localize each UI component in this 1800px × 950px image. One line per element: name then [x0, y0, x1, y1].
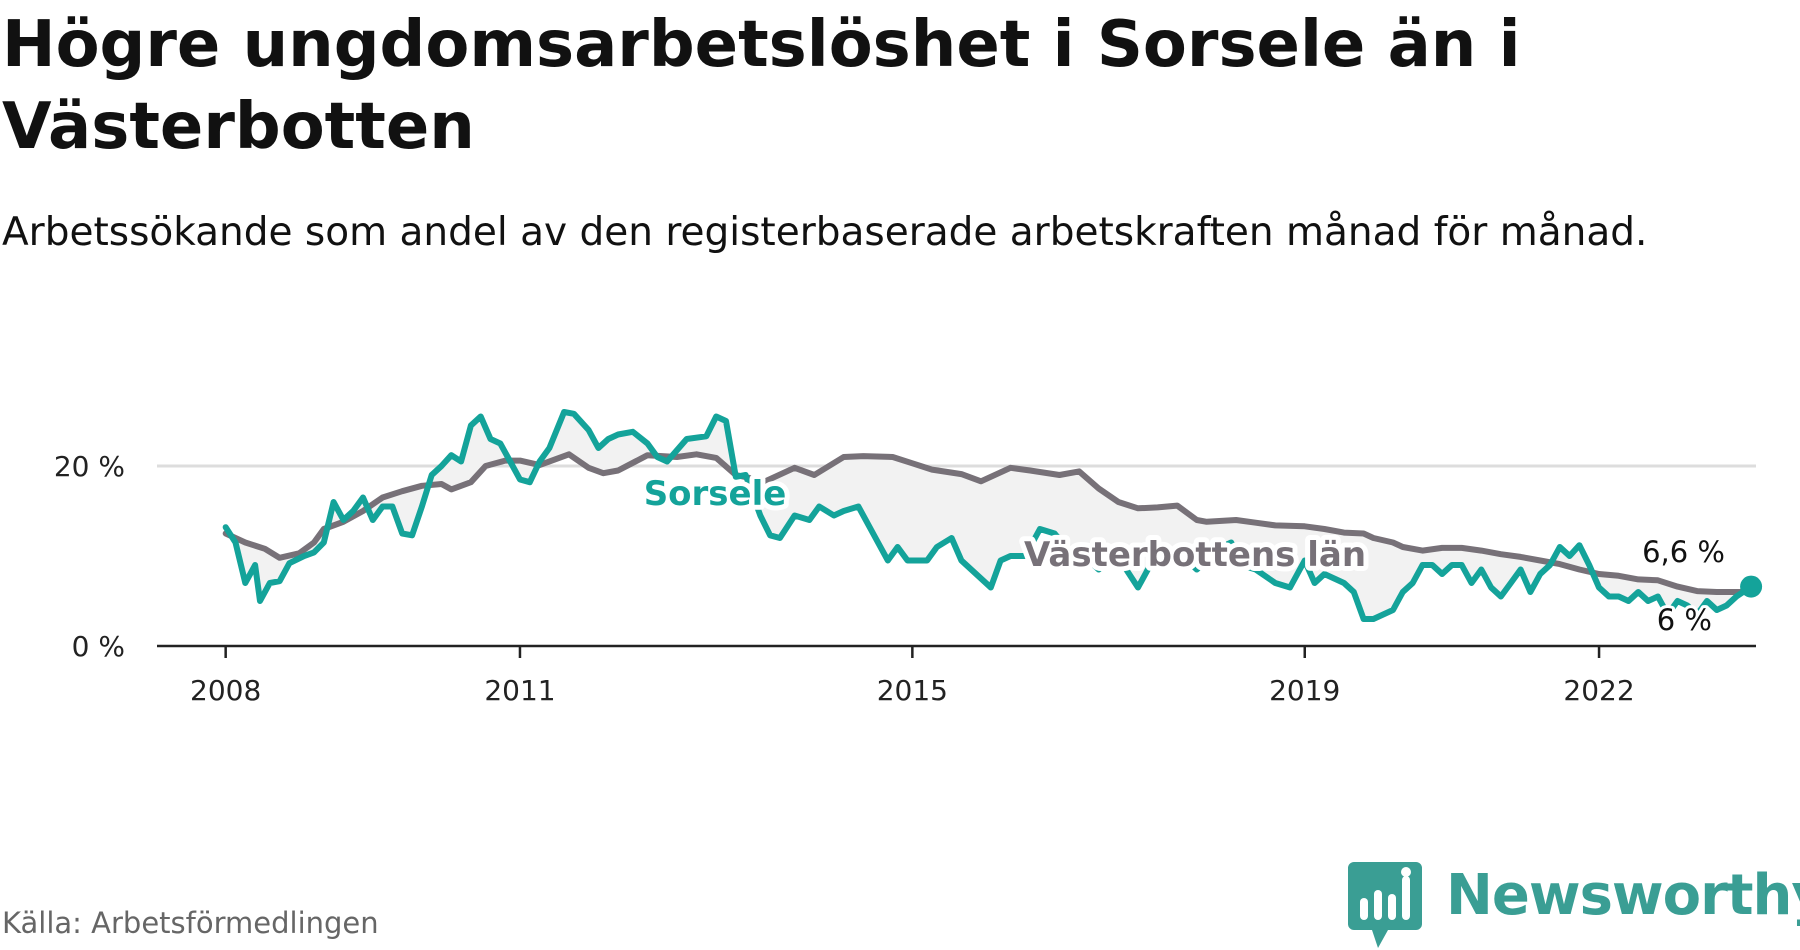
- line-chart: 0 % 20 % 2008 2011 2015 2019 2022 Sorsele Väst…: [54, 409, 1763, 707]
- x-axis-ticks: 2008 2011 2015 2019 2022: [190, 646, 1635, 707]
- series-end-marker: [1740, 575, 1763, 598]
- y-axis-labels: 0 % 20 %: [54, 450, 125, 663]
- chart-subtitle: Arbetssökande som andel av den registerb…: [2, 210, 1648, 255]
- source-note: Källa: Arbetsförmedlingen: [2, 906, 379, 940]
- end-value-vasterbotten: 6 %: [1657, 603, 1712, 637]
- series-lines: [222, 409, 1763, 622]
- series-label-sorsele: Sorsele: [644, 474, 787, 514]
- x-tick-label: 2008: [190, 674, 261, 707]
- chart-title: Högre ungdomsarbetslöshet i Sorsele än i…: [2, 8, 1521, 164]
- bar-chart-speech-bubble-icon: [1348, 862, 1422, 948]
- y-tick-label: 0 %: [72, 630, 125, 663]
- end-value-sorsele: 6,6 %: [1642, 535, 1725, 569]
- series-line-vasterbottens-lan: [222, 451, 1755, 595]
- series-line-sorsele: [222, 409, 1755, 622]
- newsworthy-logo[interactable]: Newsworthy: [1348, 860, 1800, 950]
- y-tick-label: 20 %: [54, 450, 125, 483]
- difference-band: [225, 412, 1752, 619]
- series-label-vasterbotten: Västerbottens län: [1024, 535, 1366, 575]
- x-tick-label: 2019: [1269, 674, 1340, 707]
- brand-name: Newsworthy: [1446, 863, 1800, 928]
- series-labels: Sorsele Västerbottens län 6,6 % 6 %: [639, 469, 1728, 640]
- x-tick-label: 2011: [484, 674, 555, 707]
- x-tick-label: 2015: [877, 674, 948, 707]
- x-tick-label: 2022: [1563, 674, 1634, 707]
